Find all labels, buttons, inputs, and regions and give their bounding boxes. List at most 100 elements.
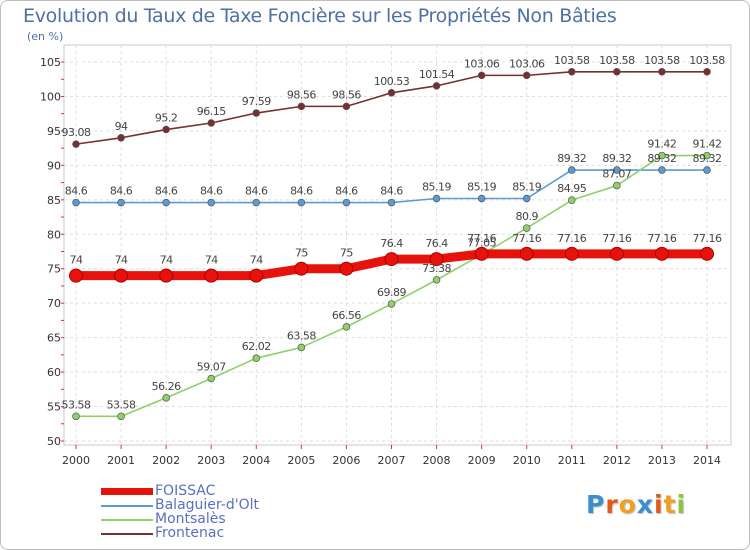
data-label-frontenac: 98.56 — [332, 88, 361, 101]
logo-letter: i — [676, 490, 687, 519]
data-point-frontenac — [72, 140, 80, 148]
data-point-balaguier-d-olt — [703, 166, 711, 174]
x-tick-label: 2009 — [468, 454, 496, 467]
logo-letter: t — [663, 490, 677, 519]
data-label-montsal-s: 66.56 — [332, 309, 361, 322]
data-point-balaguier-d-olt — [72, 198, 80, 207]
x-tick-label: 2013 — [648, 454, 676, 467]
data-point-montsal-s — [297, 343, 306, 352]
x-tick-label: 2007 — [378, 454, 406, 467]
x-tick-label: 2012 — [603, 454, 631, 467]
data-label-frontenac: 101.54 — [419, 68, 455, 81]
data-label-frontenac: 100.53 — [374, 75, 410, 88]
legend-label-frontenac: Frontenac — [155, 525, 225, 541]
data-point-foissac — [654, 246, 669, 261]
data-label-frontenac: 95.2 — [155, 112, 178, 125]
x-tick-label: 2000 — [62, 454, 90, 467]
data-label-frontenac: 103.58 — [689, 54, 725, 67]
data-point-foissac — [114, 268, 129, 283]
x-tick-label: 2011 — [558, 454, 586, 467]
x-tick-label: 2004 — [242, 454, 270, 467]
plot-area — [63, 44, 732, 446]
y-tick-label: 95 — [47, 125, 61, 138]
data-point-frontenac — [658, 68, 666, 76]
y-tick-label: 60 — [47, 366, 61, 379]
y-tick-label: 105 — [40, 56, 61, 69]
data-label-foissac: 77.16 — [693, 232, 722, 245]
legend-item-balaguier: Balaguier-d'Olt — [101, 497, 361, 513]
data-point-montsal-s — [432, 276, 441, 284]
data-label-frontenac: 93.08 — [62, 126, 91, 139]
y-tick-label: 90 — [47, 159, 61, 172]
data-label-balaguier-d-olt: 89.32 — [693, 152, 722, 165]
data-label-balaguier-d-olt: 84.6 — [200, 185, 223, 198]
data-point-montsal-s — [703, 151, 711, 160]
data-point-foissac — [519, 246, 534, 261]
legend-item-montsales: Montsalès — [101, 511, 361, 527]
data-label-montsal-s: 53.58 — [107, 398, 136, 411]
legend-label-balaguier: Balaguier-d'Olt — [155, 497, 259, 513]
data-point-foissac — [564, 246, 579, 261]
y-tick-label: 100 — [40, 90, 61, 103]
data-point-montsal-s — [568, 196, 576, 204]
legend-swatch-montsales — [101, 519, 153, 521]
data-label-balaguier-d-olt: 84.6 — [335, 185, 358, 198]
data-point-montsal-s — [117, 412, 125, 421]
data-point-balaguier-d-olt — [162, 198, 170, 207]
data-point-balaguier-d-olt — [613, 166, 621, 174]
data-point-foissac — [204, 268, 219, 283]
data-label-balaguier-d-olt: 89.32 — [602, 152, 631, 165]
legend-swatch-foissac — [101, 488, 153, 495]
data-point-frontenac — [252, 109, 261, 117]
logo-letter: o — [618, 490, 637, 519]
data-point-balaguier-d-olt — [568, 166, 576, 174]
legend-item-frontenac: Frontenac — [101, 525, 361, 541]
data-label-balaguier-d-olt: 84.6 — [155, 185, 178, 198]
x-tick-label: 2010 — [513, 454, 541, 467]
data-label-foissac: 77.16 — [557, 232, 586, 245]
data-point-montsal-s — [613, 181, 621, 190]
x-tick-label: 2014 — [693, 454, 721, 467]
y-tick-label: 65 — [47, 332, 61, 345]
x-tick-label: 2005 — [287, 454, 315, 467]
data-label-montsal-s: 56.26 — [152, 380, 181, 393]
data-point-montsal-s — [387, 300, 396, 308]
data-point-balaguier-d-olt — [207, 198, 215, 207]
data-point-frontenac — [522, 71, 531, 80]
y-tick-label: 70 — [47, 297, 61, 310]
data-label-foissac: 77.16 — [467, 232, 496, 245]
data-label-montsal-s: 91.42 — [693, 138, 722, 151]
data-point-frontenac — [342, 102, 351, 111]
chart-title: Evolution du Taux de Taxe Foncière sur l… — [23, 5, 617, 27]
x-tick-label: 2001 — [107, 454, 135, 467]
data-label-balaguier-d-olt: 84.6 — [290, 185, 313, 198]
data-point-foissac — [384, 252, 399, 267]
y-tick-label: 80 — [47, 228, 61, 241]
logo-letter: r — [605, 490, 619, 519]
data-point-frontenac — [387, 89, 396, 97]
data-label-balaguier-d-olt: 84.6 — [65, 185, 88, 198]
y-tick-label: 75 — [47, 263, 61, 276]
data-point-balaguier-d-olt — [252, 198, 261, 207]
data-point-montsal-s — [207, 374, 215, 383]
data-point-frontenac — [297, 102, 306, 111]
data-point-balaguier-d-olt — [658, 166, 666, 174]
chart-legend: FOISSAC Balaguier-d'Olt Montsalès Fronte… — [101, 483, 361, 541]
data-label-frontenac: 103.58 — [554, 54, 590, 67]
data-point-foissac — [339, 261, 354, 276]
data-point-montsal-s — [252, 354, 261, 362]
data-point-frontenac — [162, 125, 170, 134]
data-label-montsal-s: 87.07 — [602, 168, 631, 181]
data-label-foissac: 74 — [250, 254, 263, 267]
data-label-montsal-s: 84.95 — [557, 182, 586, 195]
data-label-foissac: 77.16 — [647, 232, 676, 245]
data-label-montsal-s: 69.89 — [377, 286, 406, 299]
data-point-frontenac — [703, 68, 711, 76]
data-label-foissac: 76.4 — [380, 237, 403, 250]
data-label-foissac: 75 — [295, 247, 308, 260]
data-point-frontenac — [432, 82, 441, 90]
data-label-balaguier-d-olt: 89.32 — [647, 152, 676, 165]
data-label-frontenac: 103.06 — [509, 57, 545, 70]
data-label-frontenac: 96.15 — [197, 105, 226, 118]
